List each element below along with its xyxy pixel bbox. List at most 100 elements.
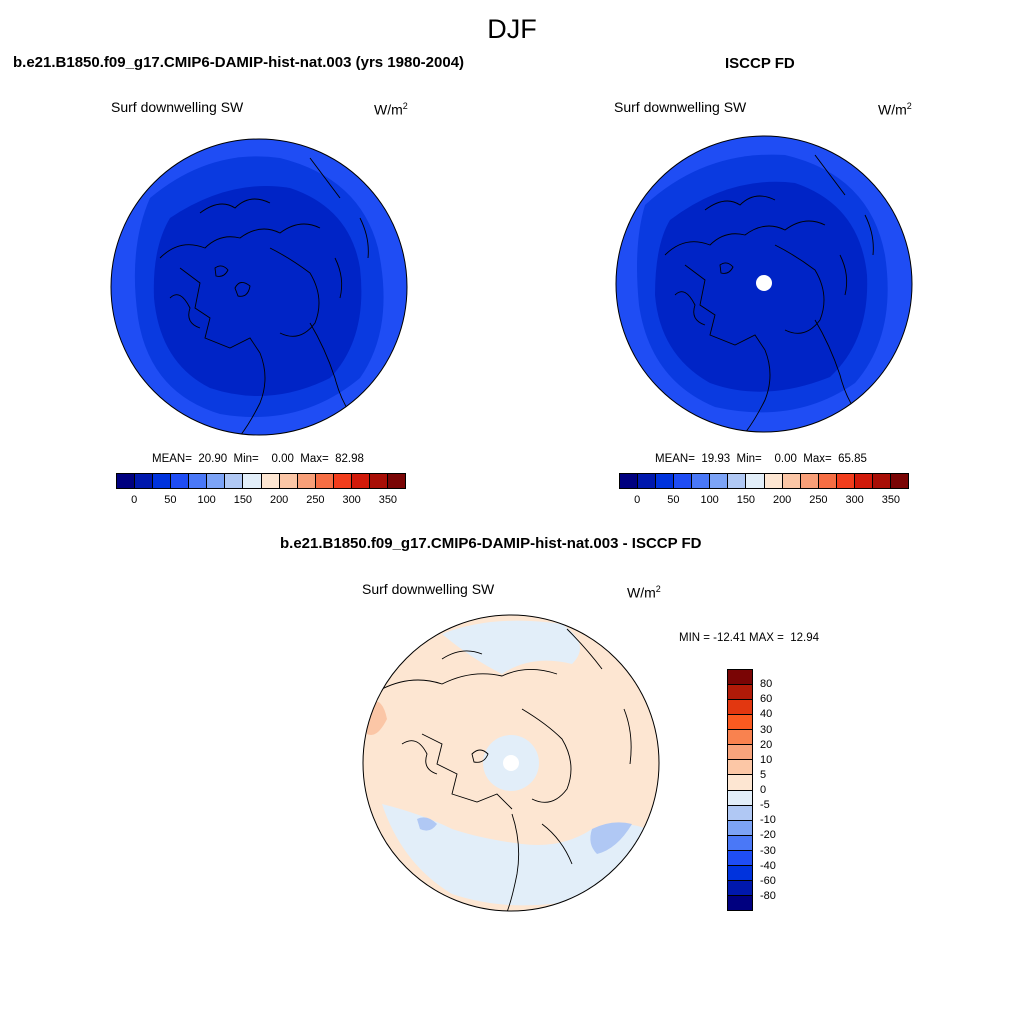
- panel1-stats: MEAN= 20.90 Min= 0.00 Max= 82.98: [152, 453, 364, 465]
- colorbar-tick-label: 5: [760, 768, 767, 781]
- colorbar-swatch: [207, 474, 226, 488]
- panel1-colorbar-labels: 0 50 100 150 200 250 300 350: [116, 494, 406, 508]
- panel3-colorbar-labels: 80 60 40 30 20 10 5 0 -5 -10 -20 -30 -40 -60 -80: [760, 669, 800, 911]
- colorbar-swatch: [135, 474, 154, 488]
- panel3-coastlines: [381, 628, 632, 911]
- colorbar-tick-label: 30: [760, 723, 773, 736]
- panel3-stats: MIN = -12.41 MAX = 12.94: [679, 632, 819, 644]
- panel1-colorbar: [116, 473, 406, 489]
- colorbar-tick-label: -30: [760, 844, 776, 857]
- colorbar-swatch: [620, 474, 639, 488]
- colorbar-tick-label: -5: [760, 799, 770, 812]
- panel1-title: b.e21.B1850.f09_g17.CMIP6-DAMIP-hist-nat…: [13, 54, 465, 71]
- colorbar-tick-label: 350: [881, 494, 901, 506]
- colorbar-tick-label: 250: [306, 494, 325, 506]
- colorbar-swatch: [728, 760, 752, 776]
- panel1-coastlines: [159, 157, 369, 435]
- colorbar-swatch: [333, 474, 352, 488]
- colorbar-tick-label: 250: [809, 494, 828, 506]
- colorbar-swatch: [728, 820, 752, 836]
- colorbar-swatch: [243, 474, 262, 488]
- colorbar-tick-label: 20: [760, 738, 773, 751]
- colorbar-swatch: [728, 700, 752, 716]
- panel2-variable: Surf downwelling SW: [614, 99, 747, 115]
- panel2-stats: MEAN= 19.93 Min= 0.00 Max= 65.85: [655, 453, 867, 465]
- colorbar-swatch: [171, 474, 190, 488]
- colorbar-swatch: [818, 474, 837, 488]
- colorbar-swatch: [890, 474, 908, 488]
- colorbar-tick-label: 0: [760, 784, 767, 796]
- colorbar-swatch: [297, 474, 316, 488]
- colorbar-tick-label: 300: [342, 494, 361, 506]
- colorbar-swatch: [728, 805, 752, 821]
- panel2-polar-map: [615, 135, 913, 433]
- panel3-title: b.e21.B1850.f09_g17.CMIP6-DAMIP-hist-nat…: [280, 535, 702, 552]
- colorbar-tick-label: 200: [772, 494, 792, 506]
- colorbar-swatch: [746, 474, 765, 488]
- colorbar-swatch: [728, 730, 752, 746]
- colorbar-swatch: [728, 790, 752, 806]
- colorbar-tick-label: 50: [667, 494, 680, 506]
- colorbar-swatch: [728, 474, 747, 488]
- panel3-field-neg2: [590, 822, 632, 854]
- colorbar-swatch: [315, 474, 334, 488]
- colorbar-tick-label: -40: [760, 859, 776, 872]
- colorbar-swatch: [369, 474, 388, 488]
- colorbar-tick-label: 80: [760, 678, 773, 691]
- colorbar-swatch: [728, 880, 752, 896]
- colorbar-tick-label: 200: [269, 494, 289, 506]
- panel2-units: W/m2: [878, 101, 912, 118]
- colorbar-swatch: [153, 474, 172, 488]
- panel2-title: ISCCP FD: [725, 55, 795, 72]
- colorbar-tick-label: -10: [760, 814, 776, 827]
- panel2-coastlines: [664, 154, 874, 432]
- colorbar-tick-label: 50: [164, 494, 177, 506]
- panel1-units: W/m2: [374, 101, 408, 118]
- colorbar-swatch: [836, 474, 855, 488]
- colorbar-swatch: [692, 474, 711, 488]
- panel2-colorbar: [619, 473, 909, 489]
- colorbar-swatch: [638, 474, 657, 488]
- panel1-polar-map: [110, 138, 408, 436]
- colorbar-swatch: [387, 474, 405, 488]
- colorbar-swatch: [656, 474, 675, 488]
- colorbar-tick-label: 150: [736, 494, 756, 506]
- colorbar-swatch: [117, 474, 136, 488]
- colorbar-swatch: [728, 670, 752, 686]
- panel3-units: W/m2: [627, 584, 661, 601]
- colorbar-tick-label: 150: [233, 494, 253, 506]
- colorbar-swatch: [782, 474, 801, 488]
- panel3-map-border: [362, 614, 660, 912]
- colorbar-swatch: [189, 474, 208, 488]
- panel2-map-border: [615, 135, 913, 433]
- figure-title: DJF: [487, 14, 537, 44]
- panel2-colorbar-labels: 0 50 100 150 200 250 300 350: [619, 494, 909, 508]
- panel1-variable: Surf downwelling SW: [111, 99, 244, 115]
- colorbar-swatch: [225, 474, 244, 488]
- colorbar-swatch: [710, 474, 729, 488]
- panel1-map-border: [110, 138, 408, 436]
- colorbar-tick-label: -60: [760, 874, 776, 887]
- colorbar-tick-label: 100: [197, 494, 216, 506]
- colorbar-tick-label: -20: [760, 829, 776, 842]
- colorbar-swatch: [728, 865, 752, 881]
- colorbar-tick-label: 300: [845, 494, 864, 506]
- panel2-missing-pole: [756, 275, 772, 291]
- panel3-field-neg-north: [442, 620, 580, 674]
- colorbar-swatch: [728, 715, 752, 731]
- colorbar-swatch: [728, 775, 752, 791]
- panel3-field-neg-south: [382, 804, 647, 906]
- colorbar-swatch: [351, 474, 370, 488]
- colorbar-swatch: [279, 474, 298, 488]
- colorbar-swatch: [872, 474, 891, 488]
- colorbar-swatch: [728, 895, 752, 910]
- colorbar-tick-label: 10: [760, 753, 773, 766]
- colorbar-swatch: [728, 685, 752, 701]
- colorbar-tick-label: 100: [700, 494, 719, 506]
- panel1-field-core: [153, 186, 362, 396]
- colorbar-swatch: [854, 474, 873, 488]
- colorbar-tick-label: 40: [760, 708, 773, 721]
- colorbar-swatch: [674, 474, 693, 488]
- panel3-field-neg2-b: [417, 817, 437, 831]
- colorbar-tick-label: 0: [634, 494, 641, 506]
